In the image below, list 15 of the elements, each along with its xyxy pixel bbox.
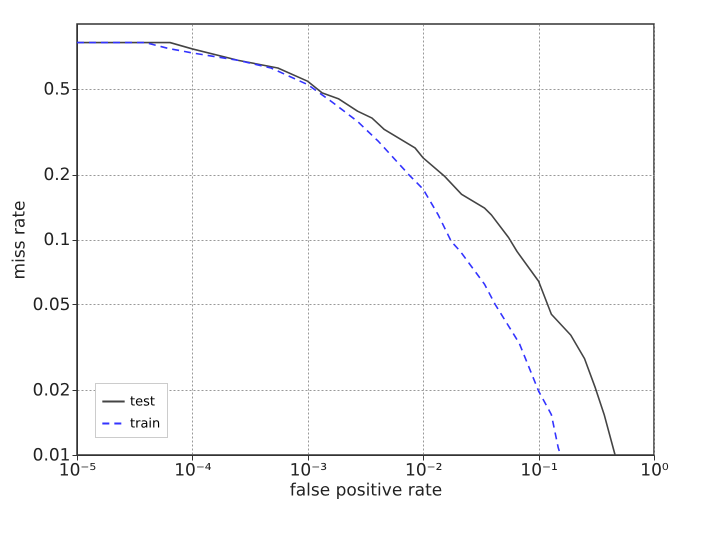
x-axis-title: false positive rate	[290, 480, 442, 500]
y-tick-label: 0.2	[43, 165, 70, 186]
y-tick-label: 0.5	[43, 79, 70, 100]
legend-label: test	[130, 394, 155, 410]
x-tick-label: 10⁻¹	[520, 460, 558, 480]
y-axis-title: miss rate	[10, 200, 30, 280]
y-tick-label: 0.1	[43, 230, 70, 250]
y-tick-label: 0.05	[32, 294, 70, 315]
x-tick-label: 10⁻³	[290, 460, 328, 480]
x-tick-label: 10⁻⁵	[58, 460, 96, 480]
y-tick-label: 0.02	[32, 380, 70, 401]
legend-label: train	[130, 416, 160, 432]
x-tick-label: 10⁻²	[404, 460, 442, 480]
x-tick-label: 10⁰	[640, 460, 669, 480]
x-tick-label: 10⁻⁴	[174, 460, 212, 480]
